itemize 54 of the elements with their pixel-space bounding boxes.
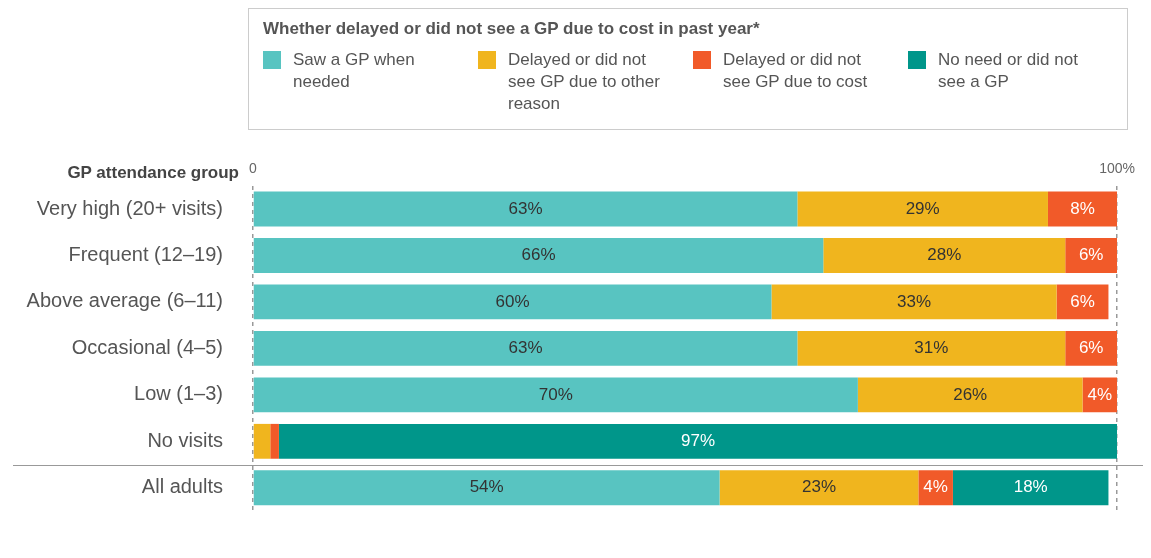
data-label: 6%: [1070, 291, 1095, 311]
bar: [253, 423, 271, 459]
data-label: 33%: [897, 291, 932, 311]
data-label: 31%: [914, 338, 949, 358]
data-label: 6%: [1078, 338, 1104, 358]
y-tick-label: No visits: [147, 428, 223, 451]
data-label: 28%: [927, 245, 962, 265]
legend-title: Whether delayed or did not see a GP due to cost in past year*: [263, 19, 761, 39]
bar: [771, 284, 1057, 320]
bar: [253, 330, 798, 366]
data-label: 70%: [538, 384, 573, 404]
bar: [857, 377, 1083, 413]
data-label: 26%: [953, 384, 988, 404]
bar: [253, 470, 720, 506]
data-label: 63%: [508, 198, 543, 218]
bar: [253, 284, 772, 320]
legend-label: No need or did not see a GP: [938, 49, 1079, 93]
bar: [1065, 330, 1118, 366]
data-label: 8%: [1070, 198, 1095, 218]
bar: [278, 423, 1118, 459]
x-tick-label: 100%: [1099, 160, 1135, 177]
bar: [253, 238, 824, 273]
data-label: 60%: [495, 291, 530, 311]
data-label: 29%: [905, 198, 940, 218]
y-tick-label: Frequent (12–19): [68, 243, 223, 265]
data-label: 6%: [1078, 245, 1104, 265]
y-axis-title: GP attendance group: [67, 162, 239, 182]
legend-label: Saw a GP when needed: [293, 49, 416, 93]
legend-label: Delayed or did not see GP due to cost: [723, 49, 869, 93]
y-tick-label: Occasional (4–5): [71, 335, 223, 358]
bar: [952, 470, 1109, 506]
data-label: 97%: [680, 431, 716, 450]
data-label: 4%: [923, 477, 948, 497]
bar: [797, 191, 1048, 227]
x-tick-label: 0: [249, 160, 258, 177]
y-tick-label: Low (1–3): [134, 382, 223, 405]
data-label: 23%: [801, 477, 836, 497]
legend-label: Delayed or did not see GP due to other reason: [508, 49, 661, 115]
data-label: 4%: [1087, 384, 1113, 404]
y-tick-label: Very high (20+ visits): [36, 196, 223, 219]
bar: [253, 191, 798, 227]
bar: [270, 423, 279, 459]
bar: [719, 470, 919, 506]
data-label: 18%: [1013, 477, 1048, 497]
y-tick-label: Above average (6–11): [26, 289, 223, 312]
bar: [1047, 191, 1118, 227]
data-label: 63%: [508, 338, 543, 358]
bar: [797, 330, 1066, 366]
bar: [823, 238, 1066, 273]
data-label: 66%: [521, 245, 556, 265]
data-label: 54%: [469, 477, 504, 497]
bar: [253, 377, 858, 413]
y-tick-label: All adults: [141, 475, 223, 498]
bar: [1065, 238, 1118, 273]
